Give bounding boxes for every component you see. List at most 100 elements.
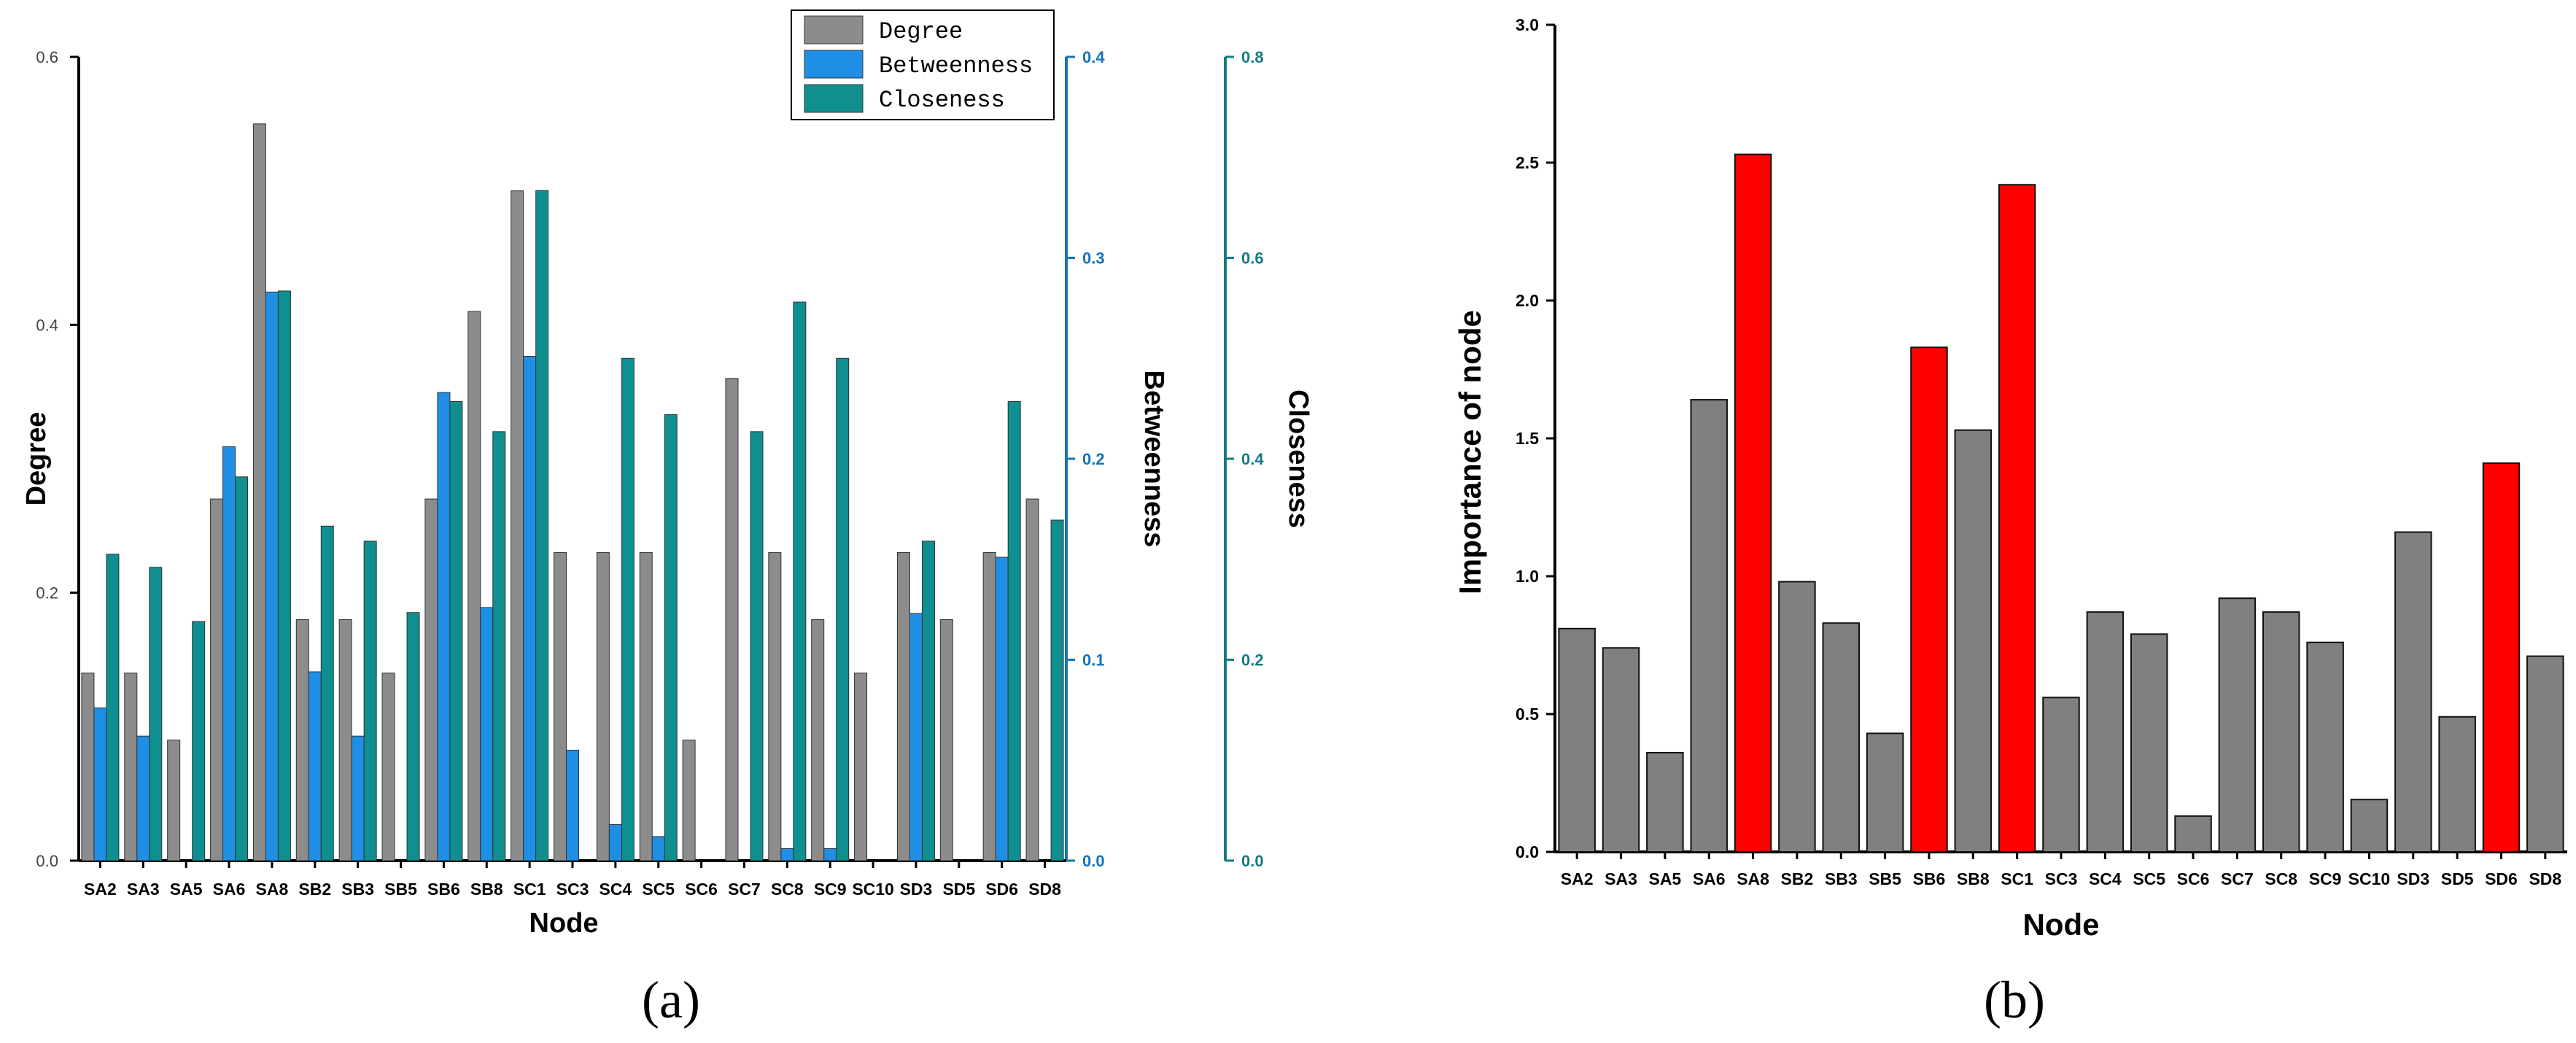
legend-swatch-degree xyxy=(804,15,864,44)
bar-closeness-sd6 xyxy=(1007,400,1021,861)
bar-degree-sb3 xyxy=(338,619,352,861)
x-tick-label-sb3: SB3 xyxy=(1825,869,1858,888)
bar-importance-sb6 xyxy=(1910,346,1948,853)
x-tick-label-sa2: SA2 xyxy=(84,880,117,899)
bar-degree-sc10 xyxy=(854,672,868,861)
axis-y-tick-label: 2.5 xyxy=(1516,153,1539,172)
legend-swatch-betweenness xyxy=(804,50,864,79)
axis-right2-title: Closeness xyxy=(1283,389,1314,528)
bar-importance-sc3 xyxy=(2042,697,2080,853)
x-tick-label-sc9: SC9 xyxy=(2309,869,2342,888)
axis-y-tick-label: 2.0 xyxy=(1516,291,1539,310)
x-tick-label-sd8: SD8 xyxy=(2529,869,2561,888)
x-tick-label-sc6: SC6 xyxy=(2177,869,2210,888)
x-tick-label-sc5: SC5 xyxy=(642,880,675,899)
x-tick-label-sc1: SC1 xyxy=(2001,869,2033,888)
bar-betweenness-sd6 xyxy=(995,557,1009,861)
x-tick-label-sb5: SB5 xyxy=(1869,869,1901,888)
x-tick-label-sa5: SA5 xyxy=(1648,869,1681,888)
bar-closeness-sa8 xyxy=(277,290,291,861)
axis-right1-tick-label: 0.2 xyxy=(1082,450,1105,468)
bar-degree-sb2 xyxy=(295,619,309,861)
bar-closeness-sb5 xyxy=(406,612,420,861)
axis-right2-tick-label: 0.8 xyxy=(1241,48,1264,66)
bar-closeness-sa5 xyxy=(192,621,206,861)
bar-betweenness-sa6 xyxy=(222,446,236,861)
axis-left-tick-label: 0.0 xyxy=(36,852,58,870)
legend-swatch-closeness xyxy=(804,84,864,113)
bar-importance-sc1 xyxy=(1998,184,2036,853)
x-tick-label-sc4: SC4 xyxy=(599,880,632,899)
bar-degree-sc8 xyxy=(768,552,782,861)
bar-importance-sc5 xyxy=(2130,633,2168,853)
bar-degree-sa6 xyxy=(210,498,224,861)
bar-betweenness-sb2 xyxy=(308,671,322,861)
bar-betweenness-sc9 xyxy=(823,848,837,861)
axis-y-tick-label: 3.0 xyxy=(1516,15,1539,34)
bar-degree-sb5 xyxy=(381,672,395,861)
axis-right1-tick-label: 0.0 xyxy=(1082,852,1105,870)
bar-degree-sc4 xyxy=(596,552,610,861)
bar-importance-sc9 xyxy=(2306,641,2344,853)
bar-closeness-sb6 xyxy=(449,400,463,861)
bar-closeness-sb3 xyxy=(363,540,377,861)
bar-closeness-sb2 xyxy=(320,525,334,861)
bar-degree-sa5 xyxy=(167,740,181,861)
x-tick-label-sa8: SA8 xyxy=(1737,869,1769,888)
bar-importance-sb2 xyxy=(1778,581,1816,853)
x-tick-label-sc6: SC6 xyxy=(685,880,718,899)
bar-degree-sd5 xyxy=(939,619,953,861)
x-tick-label-sc9: SC9 xyxy=(814,880,847,899)
x-tick-label-sb6: SB6 xyxy=(427,880,460,899)
bar-degree-sa8 xyxy=(252,123,266,861)
x-tick-label-sc1: SC1 xyxy=(513,880,546,899)
x-tick-label-sd8: SD8 xyxy=(1028,880,1061,899)
x-tick-label-sc10: SC10 xyxy=(2348,869,2391,888)
chart-b: 0.0 0.5 1.0 1.5 2.0 2.5 3.0 Importance of node N… xyxy=(1453,15,2567,942)
bar-degree-sc3 xyxy=(554,552,567,861)
bar-closeness-sa2 xyxy=(106,554,120,861)
x-tick-label-sb3: SB3 xyxy=(341,880,374,899)
x-tick-label-sd6: SD6 xyxy=(985,880,1018,899)
legend: Degree Betweenness Closeness xyxy=(791,9,1055,120)
bar-betweenness-sc5 xyxy=(651,836,665,861)
bar-closeness-sc7 xyxy=(750,431,764,861)
axis-y-tick-label: 1.0 xyxy=(1516,567,1539,586)
axis-left-title: Degree xyxy=(21,412,52,506)
x-tick-label-sb2: SB2 xyxy=(1781,869,1814,888)
bar-degree-sd8 xyxy=(1025,498,1039,861)
bar-closeness-sb8 xyxy=(492,431,506,861)
bar-degree-sa3 xyxy=(124,672,138,861)
x-tick-label-sa2: SA2 xyxy=(1561,869,1594,888)
bar-betweenness-sb8 xyxy=(480,607,494,861)
x-tick-label-sd5: SD5 xyxy=(942,880,975,899)
bar-degree-sc7 xyxy=(725,378,739,861)
bar-degree-sc5 xyxy=(639,552,653,861)
x-tick-label-sd3: SD3 xyxy=(2397,869,2429,888)
bar-degree-sd3 xyxy=(896,552,910,861)
x-tick-label-sa5: SA5 xyxy=(170,880,203,899)
legend-label-degree: Degree xyxy=(879,18,963,45)
bar-betweenness-sb3 xyxy=(351,735,365,861)
bar-closeness-sc5 xyxy=(664,414,678,861)
axis-y-tick-label: 1.5 xyxy=(1516,429,1539,448)
bar-importance-sb3 xyxy=(1822,622,1861,853)
x-tick-label-sa6: SA6 xyxy=(1693,869,1726,888)
x-tick-label-sa3: SA3 xyxy=(127,880,160,899)
axis-left-tick-label: 0.4 xyxy=(36,316,58,334)
bar-betweenness-sc1 xyxy=(523,355,537,861)
bar-closeness-sc4 xyxy=(621,357,635,861)
axis-left-tick-label: 0.2 xyxy=(36,584,58,602)
bar-betweenness-sa8 xyxy=(265,291,279,861)
bar-closeness-sd3 xyxy=(921,540,935,861)
bar-importance-sc10 xyxy=(2350,799,2389,853)
bar-closeness-sa3 xyxy=(149,567,163,861)
x-tick-label-sb5: SB5 xyxy=(384,880,417,899)
bar-importance-sc4 xyxy=(2086,611,2125,853)
x-tick-label-sc10: SC10 xyxy=(852,880,894,899)
bar-importance-sd5 xyxy=(2438,716,2476,853)
axis-y-tick-label: 0.5 xyxy=(1516,705,1539,724)
bar-importance-sa6 xyxy=(1690,399,1728,853)
axis-left-tick-label: 0.6 xyxy=(36,48,58,66)
bar-betweenness-sa3 xyxy=(136,735,150,861)
